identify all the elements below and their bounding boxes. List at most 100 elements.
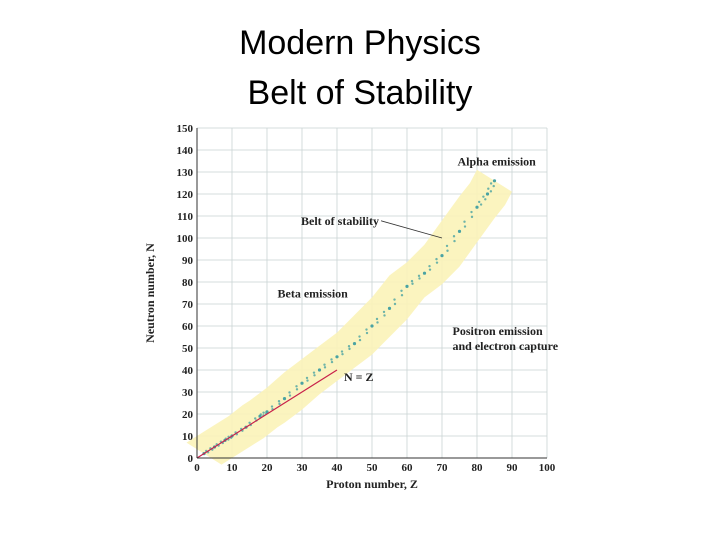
slide-title-line-1: Modern Physics (239, 24, 481, 62)
y-tick-label: 30 (182, 387, 194, 399)
stable-nucleus-point (400, 294, 404, 297)
stable-nucleus-point (370, 324, 374, 328)
x-tick-label: 40 (332, 462, 344, 474)
stable-nucleus-point (335, 355, 339, 359)
stable-nucleus-point (492, 184, 495, 188)
axes (196, 128, 547, 459)
stable-nucleus-point (330, 360, 334, 364)
tick-labels: 0 10 20 30 40 50 60 70 80 90 100 0 10 20 30 40 50 60 70 80 9… (177, 123, 556, 474)
stable-nucleus-point (453, 239, 456, 243)
annotation-label: Alpha emission (458, 154, 537, 168)
annotation-label: Positron emission (453, 324, 543, 338)
stable-nucleus-point (300, 381, 304, 385)
chart-svg: 0 10 20 30 40 50 60 70 80 90 100 0 10 20 30 40 50 60 70 80 9… (143, 123, 559, 491)
x-tick-label: 10 (227, 462, 239, 474)
stable-nucleus-point (278, 402, 281, 406)
belt-of-stability-chart: 0 10 20 30 40 50 60 70 80 90 100 0 10 20 30 40 50 60 70 80 9… (140, 120, 570, 500)
y-tick-label: 80 (182, 277, 194, 289)
annotation-label: Belt of stability (301, 214, 379, 228)
stable-nucleus-point (375, 317, 379, 321)
annotations: Alpha emission Belt of stability Beta emis… (278, 154, 559, 384)
y-tick-label: 110 (177, 211, 193, 223)
stable-nucleus-point (358, 338, 362, 342)
stable-nucleus-point (317, 368, 322, 372)
x-tick-label: 100 (539, 462, 556, 474)
stable-nucleus-point (382, 310, 386, 314)
stable-nucleus-point (387, 306, 392, 310)
stable-nucleus-point (405, 284, 409, 288)
stable-nucleus-point (478, 200, 481, 204)
x-tick-label: 50 (367, 462, 379, 474)
stable-nucleus-point (489, 190, 493, 193)
stable-nucleus-point (323, 363, 326, 366)
stable-nucleus-point (295, 385, 298, 388)
stable-nucleus-point (484, 198, 487, 201)
stable-nucleus-point (312, 371, 316, 374)
stable-nucleus-point (487, 187, 490, 190)
y-tick-label: 70 (182, 299, 194, 311)
stable-nucleus-point (383, 314, 386, 317)
stability-band (186, 169, 512, 465)
stable-nucleus-point (347, 345, 351, 348)
stable-nucleus-point (411, 282, 414, 285)
annotation-leader-line (380, 220, 443, 239)
y-tick-label: 50 (182, 343, 194, 355)
stable-nucleus-point (305, 376, 309, 380)
n-equals-z-line (196, 369, 338, 459)
stable-nucleus-point (400, 289, 403, 292)
y-tick-label: 40 (182, 365, 194, 377)
stable-nucleus-point (428, 264, 431, 268)
stable-nucleus-point (295, 388, 299, 391)
stable-nucleus-point (259, 413, 262, 416)
y-tick-label: 150 (177, 123, 194, 135)
x-tick-label: 60 (402, 462, 414, 474)
stable-nucleus-point (365, 328, 368, 331)
stable-nucleus-point (288, 391, 291, 394)
stable-nucleus-point (265, 410, 269, 414)
stable-nucleus-point (482, 195, 485, 198)
y-axis-label: Neutron number, N (143, 243, 157, 343)
stable-nucleus-point (282, 397, 287, 401)
stable-nucleus-point (352, 342, 357, 346)
x-tick-label: 20 (262, 462, 274, 474)
stable-nucleus-point (445, 244, 449, 248)
y-tick-label: 140 (177, 145, 194, 157)
x-tick-label: 30 (297, 462, 309, 474)
stable-nucleus-point (306, 379, 309, 382)
stable-nuclei-points (202, 179, 497, 456)
stability-band-area (186, 169, 512, 465)
stable-nucleus-point (446, 249, 449, 252)
y-tick-label: 0 (188, 453, 194, 465)
stable-nucleus-point (270, 405, 274, 408)
stable-nucleus-point (463, 225, 467, 228)
slide-title-line-2: Belt of Stability (247, 74, 473, 112)
stable-nucleus-point (452, 235, 456, 238)
annotation-label: N = Z (344, 370, 374, 384)
y-tick-label: 100 (177, 233, 194, 245)
stable-nucleus-point (418, 277, 421, 280)
stable-nucleus-point (492, 179, 497, 183)
y-tick-label: 20 (182, 409, 194, 421)
stable-nucleus-point (435, 261, 439, 264)
stable-nucleus-point (348, 347, 351, 351)
stable-nucleus-point (393, 298, 396, 301)
stable-nucleus-point (254, 417, 257, 420)
y-tick-label: 120 (177, 189, 194, 201)
stable-nucleus-point (463, 220, 466, 223)
x-tick-label: 90 (507, 462, 519, 474)
stable-nucleus-point (470, 215, 474, 219)
stable-nucleus-point (435, 257, 438, 261)
stable-nucleus-point (470, 210, 473, 214)
stable-nucleus-point (330, 358, 333, 361)
annotation-label: Beta emission (278, 286, 349, 300)
stable-nucleus-point (410, 279, 414, 283)
stable-nucleus-point (323, 366, 327, 369)
y-tick-label: 60 (182, 321, 194, 333)
stable-nucleus-point (479, 203, 483, 206)
stable-nucleus-point (393, 302, 397, 306)
x-axis-label: Proton number, Z (326, 477, 418, 491)
stable-nucleus-point (277, 400, 281, 403)
stable-nucleus-point (341, 352, 344, 356)
stable-nucleus-point (485, 192, 490, 196)
y-tick-label: 10 (182, 431, 194, 443)
